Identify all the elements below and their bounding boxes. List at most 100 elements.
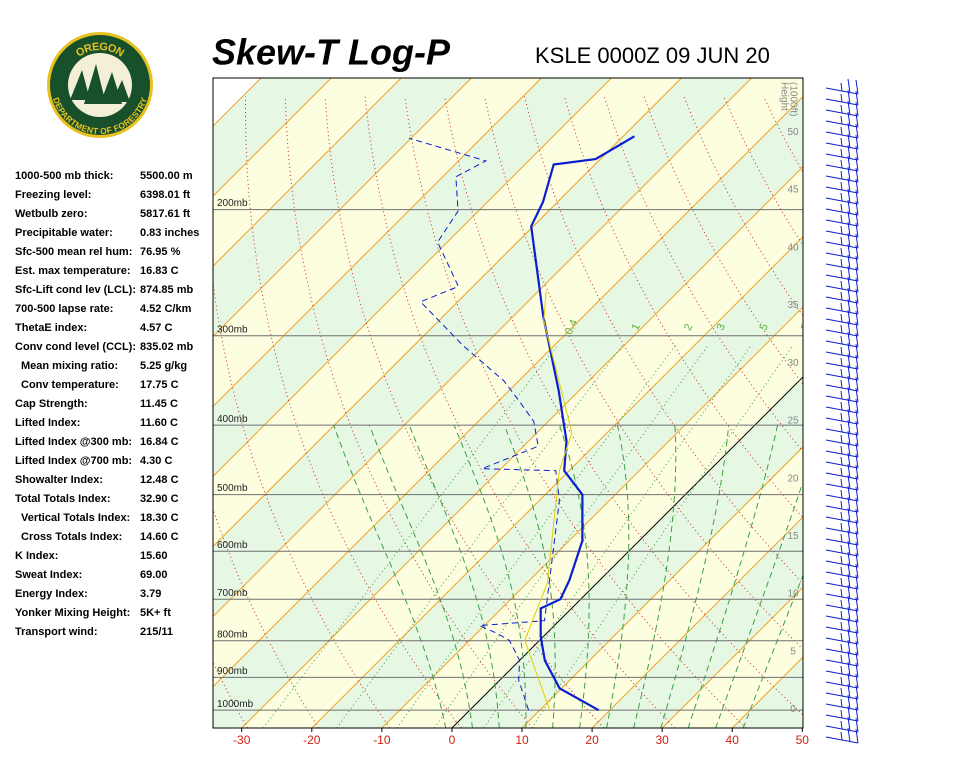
wind-barb — [825, 716, 859, 733]
index-label: Vertical Totals Index: — [21, 512, 130, 524]
index-value: 4.30 C — [140, 455, 172, 467]
index-value: 5500.00 m — [140, 170, 193, 182]
mixing-ratio-label: 5 — [757, 322, 770, 333]
dry-adiabat — [444, 96, 803, 716]
wind-barb — [825, 144, 859, 161]
dry-adiabat — [802, 96, 803, 97]
wind-barb — [825, 111, 859, 128]
moist-adiabat — [742, 574, 803, 728]
wind-barb — [825, 166, 859, 183]
index-label: Sfc-Lift cond lev (LCL): — [15, 284, 136, 296]
wind-barb — [825, 727, 859, 744]
wind-barb — [825, 133, 859, 150]
zero-isotherm — [451, 376, 803, 728]
x-tick-label: 40 — [726, 733, 740, 747]
wind-barb — [825, 320, 859, 337]
wind-barb — [825, 298, 859, 315]
moist-adiabat — [333, 425, 447, 728]
wind-barb — [825, 265, 859, 282]
index-label: K Index: — [15, 550, 58, 562]
wind-barb — [825, 342, 859, 359]
moist-adiabat — [559, 425, 590, 728]
index-label: Cap Strength: — [15, 398, 88, 410]
isotherm — [213, 95, 803, 688]
dry-adiabat — [883, 96, 960, 728]
profile-line — [524, 291, 573, 711]
wind-barb — [825, 584, 859, 601]
index-value: 11.60 C — [140, 417, 178, 429]
moist-adiabat — [368, 425, 473, 728]
index-label: Sweat Index: — [15, 569, 82, 581]
wind-barb — [825, 232, 859, 249]
isotherm — [213, 78, 682, 548]
mixing-ratio-label: 3 — [715, 322, 728, 333]
moist-adiabat — [687, 425, 779, 728]
wind-barb — [825, 254, 859, 271]
logo-top: OREGON — [74, 41, 126, 60]
moist-adiabat — [633, 425, 677, 728]
height-tick-label: 15 — [787, 531, 799, 542]
index-label: Conv temperature: — [21, 379, 119, 391]
wind-barb — [825, 628, 859, 645]
index-value: 32.90 C — [140, 493, 179, 505]
pressure-label: 800mb — [217, 629, 248, 640]
x-tick-label: 20 — [585, 733, 599, 747]
profile-line — [408, 137, 560, 711]
dry-adiabat — [245, 96, 462, 728]
isotherm — [213, 78, 752, 618]
wind-barb — [825, 441, 859, 458]
dry-adiabat — [524, 96, 803, 585]
dry-adiabat — [213, 507, 320, 728]
wind-barb — [825, 364, 859, 381]
index-value: 17.75 C — [140, 379, 179, 391]
pressure-label: 600mb — [217, 540, 248, 551]
index-value: 12.48 C — [140, 474, 179, 486]
band — [213, 96, 803, 728]
pressure-label: 300mb — [217, 324, 248, 335]
wind-barb — [825, 529, 859, 546]
moist-adiabat — [715, 480, 803, 728]
index-label: Est. max temperature: — [15, 265, 131, 277]
index-value: 14.60 C — [140, 531, 179, 543]
moist-adiabat — [606, 425, 630, 728]
wind-barb — [825, 419, 859, 436]
wind-barb — [825, 551, 859, 568]
index-value: 215/11 — [140, 626, 173, 638]
isotherm — [381, 306, 803, 728]
wind-barb — [825, 518, 859, 535]
index-label: Energy Index: — [15, 588, 88, 600]
index-label: Transport wind: — [15, 626, 98, 638]
index-value: 15.60 — [140, 550, 168, 562]
wind-barb — [825, 573, 859, 590]
index-value: 16.84 C — [140, 436, 179, 448]
wind-barb — [825, 78, 859, 95]
index-value: 16.83 C — [140, 265, 179, 277]
pressure-label: 500mb — [217, 483, 248, 494]
x-tick-label: 30 — [655, 733, 669, 747]
mixing-ratio-label: 1 — [629, 322, 642, 333]
height-tick-label: 30 — [787, 358, 799, 369]
index-label: Freezing level: — [15, 189, 91, 201]
index-value: 5817.61 ft — [140, 208, 190, 220]
wind-barb — [825, 474, 859, 491]
x-tick-label: 10 — [515, 733, 529, 747]
mixing-ratio-line — [262, 344, 559, 728]
plot-frame — [212, 77, 804, 729]
height-tick-label: 40 — [787, 242, 799, 253]
dry-adiabat — [324, 96, 604, 728]
mixing-ratio-line — [336, 344, 624, 728]
wind-barb — [825, 287, 859, 304]
index-value: 835.02 mb — [140, 341, 193, 353]
index-value: 874.85 mb — [140, 284, 193, 296]
pressure-label: 200mb — [217, 198, 248, 209]
wind-barb — [825, 89, 859, 106]
wind-barb — [825, 309, 859, 326]
height-tick-label: 25 — [787, 416, 799, 427]
wind-barb — [825, 496, 859, 513]
index-label: Cross Totals Index: — [21, 531, 122, 543]
moist-adiabat — [453, 425, 527, 728]
wind-barb — [825, 562, 859, 579]
mixing-ratio-label: 0.4 — [563, 318, 580, 337]
wind-barb — [825, 155, 859, 172]
dry-adiabat — [923, 96, 960, 728]
